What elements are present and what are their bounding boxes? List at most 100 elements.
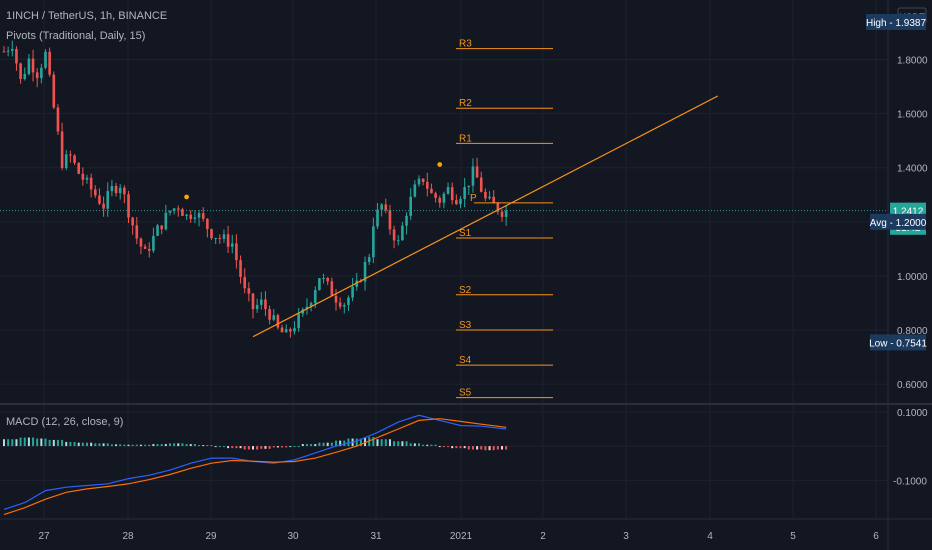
candle-body <box>351 286 354 298</box>
macd-histogram-bar <box>110 444 113 447</box>
candle-body <box>172 208 176 212</box>
macd-histogram-bar <box>73 441 76 447</box>
macd-histogram-bar <box>310 444 313 447</box>
candle-body <box>235 243 238 261</box>
macd-histogram-bar <box>347 438 350 447</box>
candle-body <box>251 293 255 310</box>
macd-histogram-bar <box>471 446 474 450</box>
pivot-label-r3: R3 <box>459 39 472 50</box>
candle-body <box>214 237 217 239</box>
macd-histogram-bar <box>413 443 416 447</box>
candle-body <box>260 299 263 305</box>
macd-histogram-bar <box>272 446 275 448</box>
candle-body <box>210 229 213 239</box>
candle-body <box>226 234 230 247</box>
candle-body <box>11 48 14 51</box>
candle-body <box>430 188 433 194</box>
candle-body <box>417 178 421 185</box>
candle-body <box>289 329 292 332</box>
macd-histogram-bar <box>127 444 130 447</box>
candle-body <box>110 185 114 192</box>
candle-body <box>450 187 454 201</box>
macd-histogram-bar <box>243 446 246 450</box>
macd-histogram-bar <box>368 437 371 447</box>
time-tick-label: 6 <box>873 531 879 542</box>
candle-body <box>363 262 367 282</box>
macd-histogram-bar <box>52 439 55 447</box>
time-tick-label: 29 <box>205 531 217 542</box>
macd-histogram-bar <box>202 445 205 447</box>
candle-body <box>318 278 321 291</box>
macd-histogram-bar <box>388 439 391 447</box>
macd-histogram-bar <box>276 446 279 448</box>
candle-body <box>94 189 97 196</box>
candle-body <box>459 198 462 205</box>
candle-body <box>264 299 267 310</box>
macd-histogram-bar <box>198 445 201 447</box>
candle-body <box>160 225 163 230</box>
candle-body <box>479 177 483 192</box>
candle-body <box>293 328 296 332</box>
pivot-label-r2: R2 <box>459 98 472 109</box>
macd-legend[interactable]: MACD (12, 26, close, 9) <box>6 416 124 428</box>
macd-histogram-bar <box>214 446 217 448</box>
candle-body <box>81 173 85 180</box>
candle-body <box>40 67 43 79</box>
time-tick-label: 3 <box>623 531 629 542</box>
macd-histogram-bar <box>355 438 358 447</box>
macd-histogram-bar <box>405 441 408 447</box>
candle-body <box>239 260 242 278</box>
macd-histogram-bar <box>376 439 379 447</box>
candle-body <box>297 313 300 329</box>
macd-histogram-bar <box>339 440 342 447</box>
candle-body <box>322 278 325 280</box>
macd-histogram-bar <box>23 437 26 447</box>
macd-histogram-bar <box>247 446 250 450</box>
macd-histogram-bar <box>44 438 47 447</box>
macd-histogram-bar <box>484 446 487 451</box>
macd-histogram-bar <box>476 446 479 450</box>
macd-histogram-bar <box>131 444 134 447</box>
price-label: High - 1.9387 <box>866 18 926 29</box>
macd-histogram-bar <box>27 437 30 447</box>
candle-body <box>230 243 234 247</box>
macd-histogram-bar <box>148 444 151 447</box>
macd-histogram-bar <box>409 443 412 447</box>
macd-histogram-bar <box>451 446 454 449</box>
candle-body <box>376 209 379 227</box>
candle-body <box>35 72 39 79</box>
macd-histogram-bar <box>189 444 192 447</box>
macd-histogram-bar <box>7 439 10 447</box>
signal-marker <box>183 193 190 201</box>
macd-histogram-bar <box>106 443 109 447</box>
candle-body <box>484 191 487 199</box>
chart-title[interactable]: 1INCH / TetherUS, 1h, BINANCE <box>6 10 168 22</box>
candle-body <box>189 214 193 219</box>
macd-histogram-bar <box>115 444 118 447</box>
macd-histogram-bar <box>455 446 458 449</box>
time-tick-label: 2 <box>540 531 546 542</box>
pivots-legend[interactable]: Pivots (Traditional, Daily, 15) <box>6 30 146 42</box>
candle-body <box>6 50 10 52</box>
candle-body <box>347 297 350 306</box>
macd-histogram-bar <box>281 446 284 448</box>
macd-histogram-bar <box>285 446 288 448</box>
macd-histogram-bar <box>442 446 445 448</box>
candle-body <box>396 240 400 242</box>
candle-body <box>44 51 47 68</box>
price-label: Low - 0.7541 <box>869 338 927 349</box>
macd-histogram-bar <box>11 439 14 447</box>
price-tick-label: 1.8000 <box>897 56 928 67</box>
candle-body <box>106 191 110 209</box>
candle-body <box>471 166 475 186</box>
candle-body <box>168 211 172 213</box>
macd-histogram-bar <box>335 440 337 447</box>
candle-body <box>272 315 276 320</box>
price-tick-label: 0.6000 <box>897 380 928 391</box>
candle-body <box>438 197 442 203</box>
candle-body <box>243 277 246 289</box>
candle-body <box>268 309 271 320</box>
macd-histogram-bar <box>314 444 317 447</box>
time-tick-label: 31 <box>370 531 382 542</box>
